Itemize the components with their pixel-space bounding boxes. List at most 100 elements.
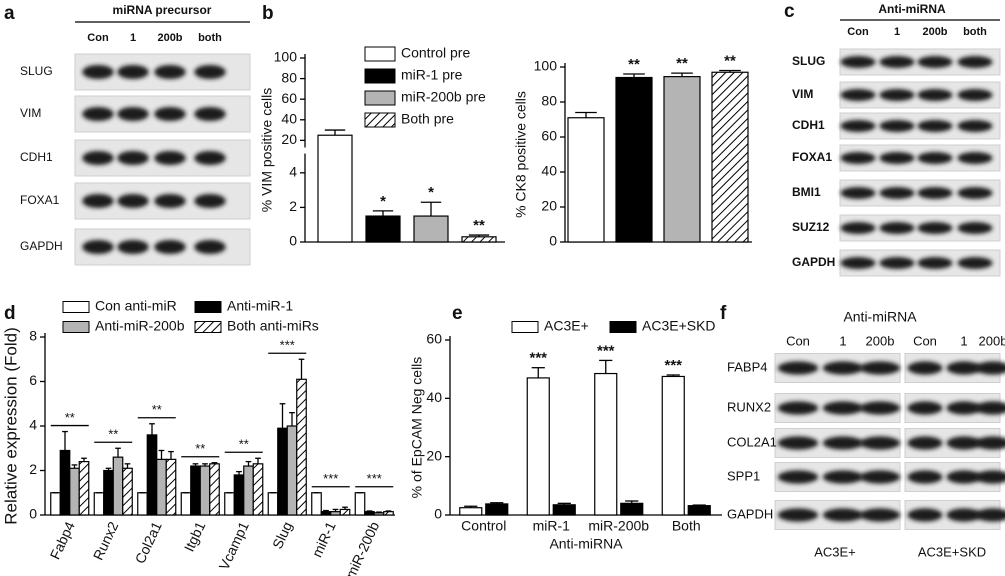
blot-band: [117, 194, 149, 208]
protein-label: VIM: [20, 106, 41, 120]
lane-label: 200b: [866, 333, 895, 348]
y-tick-label: 0: [29, 506, 37, 522]
panel-letter: f: [720, 303, 727, 324]
bar: [552, 504, 576, 516]
protein-label: RUNX2: [727, 399, 771, 414]
blot-band: [917, 222, 953, 234]
bar: [383, 511, 394, 516]
lane-label: both: [198, 32, 222, 44]
legend-label: AC3E+SKD: [642, 318, 716, 334]
blot-band: [879, 187, 915, 199]
blot-band: [907, 470, 943, 484]
significance: **: [152, 402, 162, 417]
lane-label: Con: [847, 26, 869, 38]
legend-swatch: [364, 46, 396, 62]
bar: [93, 492, 105, 516]
blot-band: [859, 361, 901, 375]
blot-band: [82, 194, 114, 208]
blot-band: [822, 361, 864, 375]
blot-band: [957, 89, 993, 101]
blot-band: [859, 436, 901, 450]
y-tick-label: 4: [289, 164, 297, 180]
bar: [165, 458, 177, 516]
blot-band: [840, 120, 876, 132]
blot-band: [879, 89, 915, 101]
blot-band: [879, 222, 915, 234]
legend-label: AC3E+: [544, 318, 589, 334]
bar: [461, 236, 497, 243]
blot-band: [859, 508, 901, 522]
bar: [620, 502, 644, 516]
legend-label: Con anti-miR: [95, 298, 177, 314]
blot-band: [117, 107, 149, 121]
protein-label: CDH1: [792, 118, 825, 132]
protein-label: GAPDH: [792, 255, 835, 269]
y-tick-label: 20: [426, 447, 442, 463]
bar: [459, 507, 483, 516]
blot-band: [907, 361, 943, 375]
protein-label: GAPDH: [727, 506, 773, 521]
y-axis-label: % of EpCAM Neg cells: [409, 357, 425, 499]
blot-band: [917, 152, 953, 164]
bar: [485, 503, 509, 516]
blot-band: [154, 65, 186, 79]
bar: [156, 458, 167, 516]
legend-swatch: [364, 90, 396, 106]
bar: [267, 492, 279, 516]
y-axis-label: % VIM positive cells: [259, 88, 275, 212]
blot-band: [957, 222, 993, 234]
y-tick-label: 100: [274, 49, 298, 65]
blot-band: [777, 508, 819, 522]
protein-label: SLUG: [792, 54, 825, 68]
y-tick-label: 0: [549, 233, 557, 249]
legend-label: Control pre: [401, 45, 470, 61]
bar: [317, 134, 353, 243]
y-tick-label: 80: [541, 93, 557, 109]
blot-band: [907, 401, 943, 415]
bar: [711, 71, 749, 243]
protein-label: VIM: [792, 87, 813, 101]
blot-band: [117, 65, 149, 79]
bar: [233, 474, 245, 516]
blot-band: [957, 56, 993, 68]
significance: **: [676, 55, 688, 72]
blot-band: [957, 187, 993, 199]
blot-band: [822, 508, 864, 522]
lane-label: Con: [87, 32, 109, 44]
significance: ***: [597, 342, 615, 359]
blot-band: [154, 107, 186, 121]
blot-band: [777, 436, 819, 450]
blot-band: [879, 56, 915, 68]
significance: **: [108, 427, 118, 442]
bar: [209, 463, 220, 516]
blot-band: [879, 152, 915, 164]
x-tick-label: miR-1: [533, 518, 571, 534]
legend-label: Both anti-miRs: [227, 318, 319, 334]
blot-band: [917, 187, 953, 199]
blot-band: [957, 152, 993, 164]
blot-band: [975, 436, 1005, 450]
y-tick-label: 80: [281, 69, 297, 85]
lane-label: Con: [913, 333, 937, 348]
blot-band: [154, 240, 186, 254]
bar: [224, 492, 235, 516]
x-tick-label: Both: [672, 518, 701, 534]
group-label: AC3E+: [814, 544, 856, 559]
blot-band: [840, 152, 876, 164]
legend-label: Anti-miR-200b: [95, 318, 185, 334]
protein-label: SPP1: [727, 468, 760, 483]
y-tick-label: 6: [29, 372, 37, 388]
blot-band: [777, 361, 819, 375]
y-tick-label: 0: [434, 506, 442, 522]
x-tick-label: miR-1: [309, 519, 339, 560]
blot-band: [946, 436, 982, 450]
significance: ***: [280, 338, 295, 353]
blot-band: [82, 65, 114, 79]
blot-band: [879, 257, 915, 269]
blot-band: [946, 470, 982, 484]
blot-band: [917, 56, 953, 68]
bar: [373, 512, 385, 516]
blot-band: [907, 436, 943, 450]
y-tick-label: 60: [281, 90, 297, 106]
